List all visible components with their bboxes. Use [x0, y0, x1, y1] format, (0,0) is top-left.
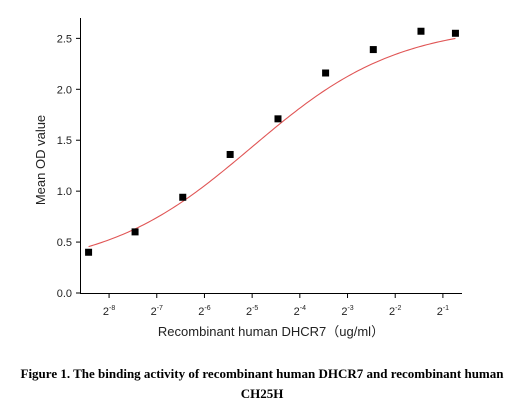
- y-tick-label: 1.0: [57, 186, 72, 198]
- data-point: [322, 69, 330, 77]
- x-tick-label: 2-6: [198, 305, 210, 318]
- data-point: [451, 29, 459, 37]
- y-tick-label: 2.5: [57, 33, 72, 45]
- x-tick-label: 2-1: [437, 305, 449, 318]
- data-point: [85, 248, 93, 256]
- x-tick-label: 2-7: [151, 305, 163, 318]
- x-tick-label: 2-3: [341, 305, 353, 318]
- figure-caption: Figure 1. The binding activity of recomb…: [0, 364, 524, 404]
- x-axis-label: Recombinant human DHCR7（ug/ml）: [158, 324, 384, 339]
- y-axis-ticks: 0.0 0.5 1.0 1.5 2.0 2.5: [57, 33, 80, 300]
- y-tick-label: 1.5: [57, 135, 72, 147]
- y-tick-label: 0.0: [57, 288, 72, 300]
- data-point: [274, 115, 282, 123]
- x-tick-label: 2-2: [389, 305, 401, 318]
- plot-frame: [80, 18, 462, 294]
- x-tick-label: 2-4: [294, 305, 306, 318]
- data-point: [179, 193, 187, 201]
- x-axis-ticks: 2-8 2-7 2-6 2-5 2-4 2-3 2-2 2-1: [103, 293, 449, 318]
- data-points: [85, 27, 459, 256]
- fit-curve: [88, 37, 456, 248]
- y-tick-label: 2.0: [57, 84, 72, 96]
- x-tick-label: 2-5: [246, 305, 258, 318]
- chart: 0.0 0.5 1.0 1.5 2.0 2.5 2-8 2-7 2-6 2-5 2-4 2-3 2-2…: [33, 18, 462, 339]
- caption-line-2: CH25H: [240, 386, 284, 401]
- data-point: [417, 27, 425, 35]
- data-point: [369, 46, 377, 54]
- data-point: [131, 228, 139, 236]
- data-point: [226, 150, 234, 158]
- y-axis-label: Mean OD value: [33, 115, 48, 205]
- x-tick-label: 2-8: [103, 305, 115, 318]
- y-tick-label: 0.5: [57, 237, 72, 249]
- caption-line-1: Figure 1. The binding activity of recomb…: [20, 366, 504, 381]
